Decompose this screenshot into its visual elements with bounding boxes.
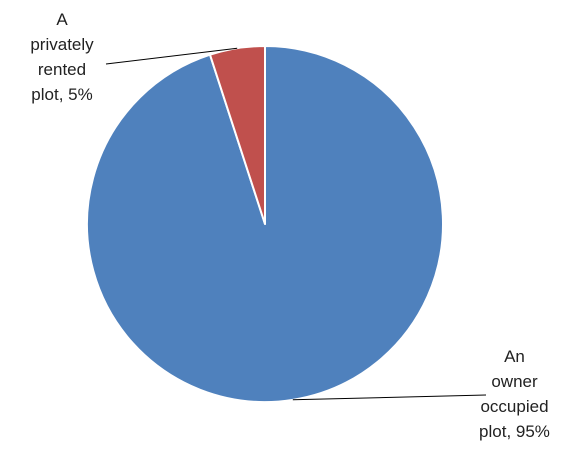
leader-line-rented [105,47,238,65]
data-label-owner-line-1: An [504,347,525,366]
data-label-rented-line-2: privately [30,35,94,54]
data-label-rented: A privately rented plot, 5% [0,7,124,107]
data-label-rented-line-3: rented [37,60,87,79]
data-label-owner-line-2: owner [491,372,538,391]
data-label-owner-line-3: occupied [480,397,549,416]
leader-line-owner [292,394,487,401]
data-label-owner-line-4: plot, 95% [479,422,550,441]
pie-slices [86,45,444,403]
data-label-rented-line-4: plot, 5% [31,85,93,104]
data-label-owner: An owner occupied plot, 95% [450,344,579,444]
data-label-rented-line-1: A [56,10,68,29]
